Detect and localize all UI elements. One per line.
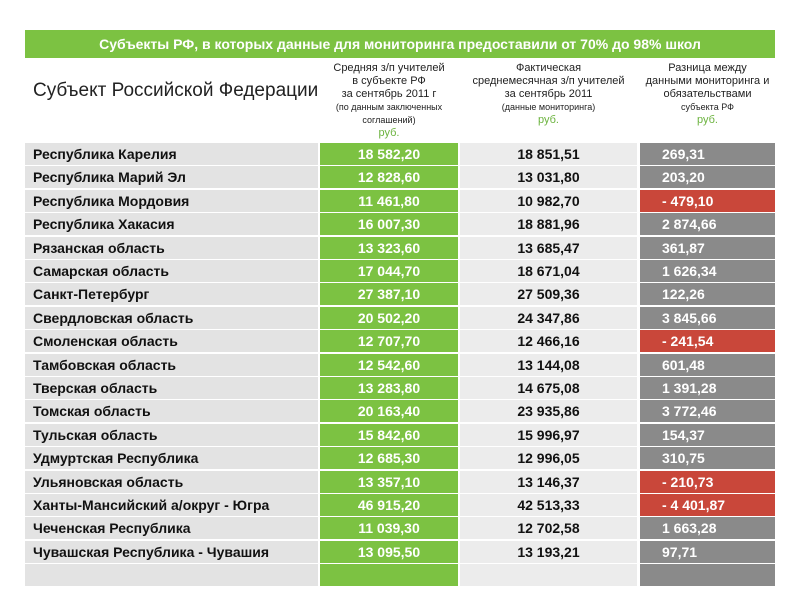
table-title: Субъекты РФ, в которых данные для монито… xyxy=(25,30,775,58)
table-cell: 12 702,58 xyxy=(460,517,637,540)
table-cell: 46 915,20 xyxy=(320,494,458,516)
table-cell: Тамбовская область xyxy=(25,353,318,376)
table-cell: 10 982,70 xyxy=(460,189,637,212)
table-cell: - 210,73 xyxy=(640,470,775,493)
table-cell: Ханты-Мансийский а/округ - Югра xyxy=(25,494,318,516)
table-cell: 2 874,66 xyxy=(640,213,775,236)
header-line: обязательствами xyxy=(663,88,752,100)
table-cell: 1 391,28 xyxy=(640,377,775,399)
table-cell: Республика Карелия xyxy=(25,143,318,165)
table-cell: Смоленская область xyxy=(25,330,318,353)
table-cell: Удмуртская Республика xyxy=(25,447,318,470)
table-cell: 20 502,20 xyxy=(320,306,458,329)
table-cell: 11 039,30 xyxy=(320,517,458,540)
header-line: среднемесячная з/п учителей xyxy=(472,75,625,87)
table-cell: 15 996,97 xyxy=(460,423,637,446)
table-cell: 12 996,05 xyxy=(460,447,637,470)
empty-cell xyxy=(640,564,775,587)
header-line: за сентябрь 2011 г xyxy=(341,88,437,100)
header-line: Разница между xyxy=(668,62,747,74)
table-cell: Санкт-Петербург xyxy=(25,283,318,306)
column-header: Разница между данными мониторинга и обязат… xyxy=(640,62,775,138)
header-line: субъекта РФ xyxy=(681,102,734,112)
table-cell: 13 193,21 xyxy=(460,540,637,563)
table-cell: 97,71 xyxy=(640,540,775,563)
table-cell: Свердловская область xyxy=(25,306,318,329)
table-cell: - 4 401,87 xyxy=(640,494,775,516)
table-cell: 13 146,37 xyxy=(460,470,637,493)
table-cell: 1 626,34 xyxy=(640,260,775,282)
header-line: Средняя з/п учителей xyxy=(333,62,445,74)
table-cell: 24 347,86 xyxy=(460,306,637,329)
table-cell: Чеченская Республика xyxy=(25,517,318,540)
table-cell: 27 387,10 xyxy=(320,283,458,306)
table-cell: 3 845,66 xyxy=(640,306,775,329)
empty-cell xyxy=(320,564,458,587)
table-cell: Республика Мордовия xyxy=(25,189,318,212)
table-cell: Тульская область xyxy=(25,423,318,446)
table-cell: Самарская область xyxy=(25,260,318,282)
table-cell: Республика Хакасия xyxy=(25,213,318,236)
header-line: за сентябрь 2011 xyxy=(504,88,593,100)
header-line: данными мониторинга и xyxy=(645,75,770,87)
table-cell: 18 851,51 xyxy=(460,143,637,165)
table-cell: Ульяновская область xyxy=(25,470,318,493)
table-cell: 18 881,96 xyxy=(460,213,637,236)
empty-cell xyxy=(25,564,318,587)
table-cell: 27 509,36 xyxy=(460,283,637,306)
table-cell: Республика Марий Эл xyxy=(25,166,318,189)
table-cell: 13 357,10 xyxy=(320,470,458,493)
header-unit: руб. xyxy=(697,114,718,126)
table-cell: 17 044,70 xyxy=(320,260,458,282)
table-cell: 203,20 xyxy=(640,166,775,189)
table-cell: 13 283,80 xyxy=(320,377,458,399)
table-cell: Томская область xyxy=(25,400,318,423)
header-unit: руб. xyxy=(378,127,400,139)
column-header: Субъект Российской Федерации xyxy=(33,80,319,101)
table-cell: 20 163,40 xyxy=(320,400,458,423)
table-cell: 12 707,70 xyxy=(320,330,458,353)
table-cell: 1 663,28 xyxy=(640,517,775,540)
table-cell: 12 466,16 xyxy=(460,330,637,353)
table-cell: 12 542,60 xyxy=(320,353,458,376)
table-cell: 16 007,30 xyxy=(320,213,458,236)
table-cell: Чувашская Республика - Чувашия xyxy=(25,540,318,563)
table-cell: 12 828,60 xyxy=(320,166,458,189)
table-cell: 13 144,08 xyxy=(460,353,637,376)
table-cell: Тверская область xyxy=(25,377,318,399)
table-cell: 12 685,30 xyxy=(320,447,458,470)
table-cell: Рязанская область xyxy=(25,236,318,259)
table-cell: 269,31 xyxy=(640,143,775,165)
table-cell: 18 671,04 xyxy=(460,260,637,282)
table-cell: 3 772,46 xyxy=(640,400,775,423)
table-cell: 13 685,47 xyxy=(460,236,637,259)
table-cell: 13 095,50 xyxy=(320,540,458,563)
table-cell: 601,48 xyxy=(640,353,775,376)
table-cell: 15 842,60 xyxy=(320,423,458,446)
header-line: в субъекте РФ xyxy=(352,75,426,87)
table-cell: 361,87 xyxy=(640,236,775,259)
table-cell: 14 675,08 xyxy=(460,377,637,399)
table-cell: 18 582,20 xyxy=(320,143,458,165)
table-cell: 13 031,80 xyxy=(460,166,637,189)
table-cell: 42 513,33 xyxy=(460,494,637,516)
header-line: (данные мониторинга) xyxy=(501,102,596,112)
table-cell: - 241,54 xyxy=(640,330,775,353)
header-line: Фактическая xyxy=(515,62,582,74)
column-header: Фактическая среднемесячная з/п учителей за… xyxy=(460,62,637,138)
table-cell: - 479,10 xyxy=(640,189,775,212)
column-header: Средняя з/п учителей в субъекте РФ за сент… xyxy=(320,62,458,139)
table-cell: 122,26 xyxy=(640,283,775,306)
table-cell: 23 935,86 xyxy=(460,400,637,423)
table-cell: 13 323,60 xyxy=(320,236,458,259)
table-cell: 154,37 xyxy=(640,423,775,446)
header-line: (по данным заключенных соглашений) xyxy=(335,102,443,125)
empty-cell xyxy=(460,564,637,587)
header-unit: руб. xyxy=(538,114,559,126)
table-cell: 11 461,80 xyxy=(320,189,458,212)
table-cell: 310,75 xyxy=(640,447,775,470)
